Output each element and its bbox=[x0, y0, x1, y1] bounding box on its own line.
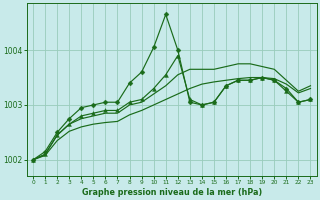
X-axis label: Graphe pression niveau de la mer (hPa): Graphe pression niveau de la mer (hPa) bbox=[82, 188, 262, 197]
